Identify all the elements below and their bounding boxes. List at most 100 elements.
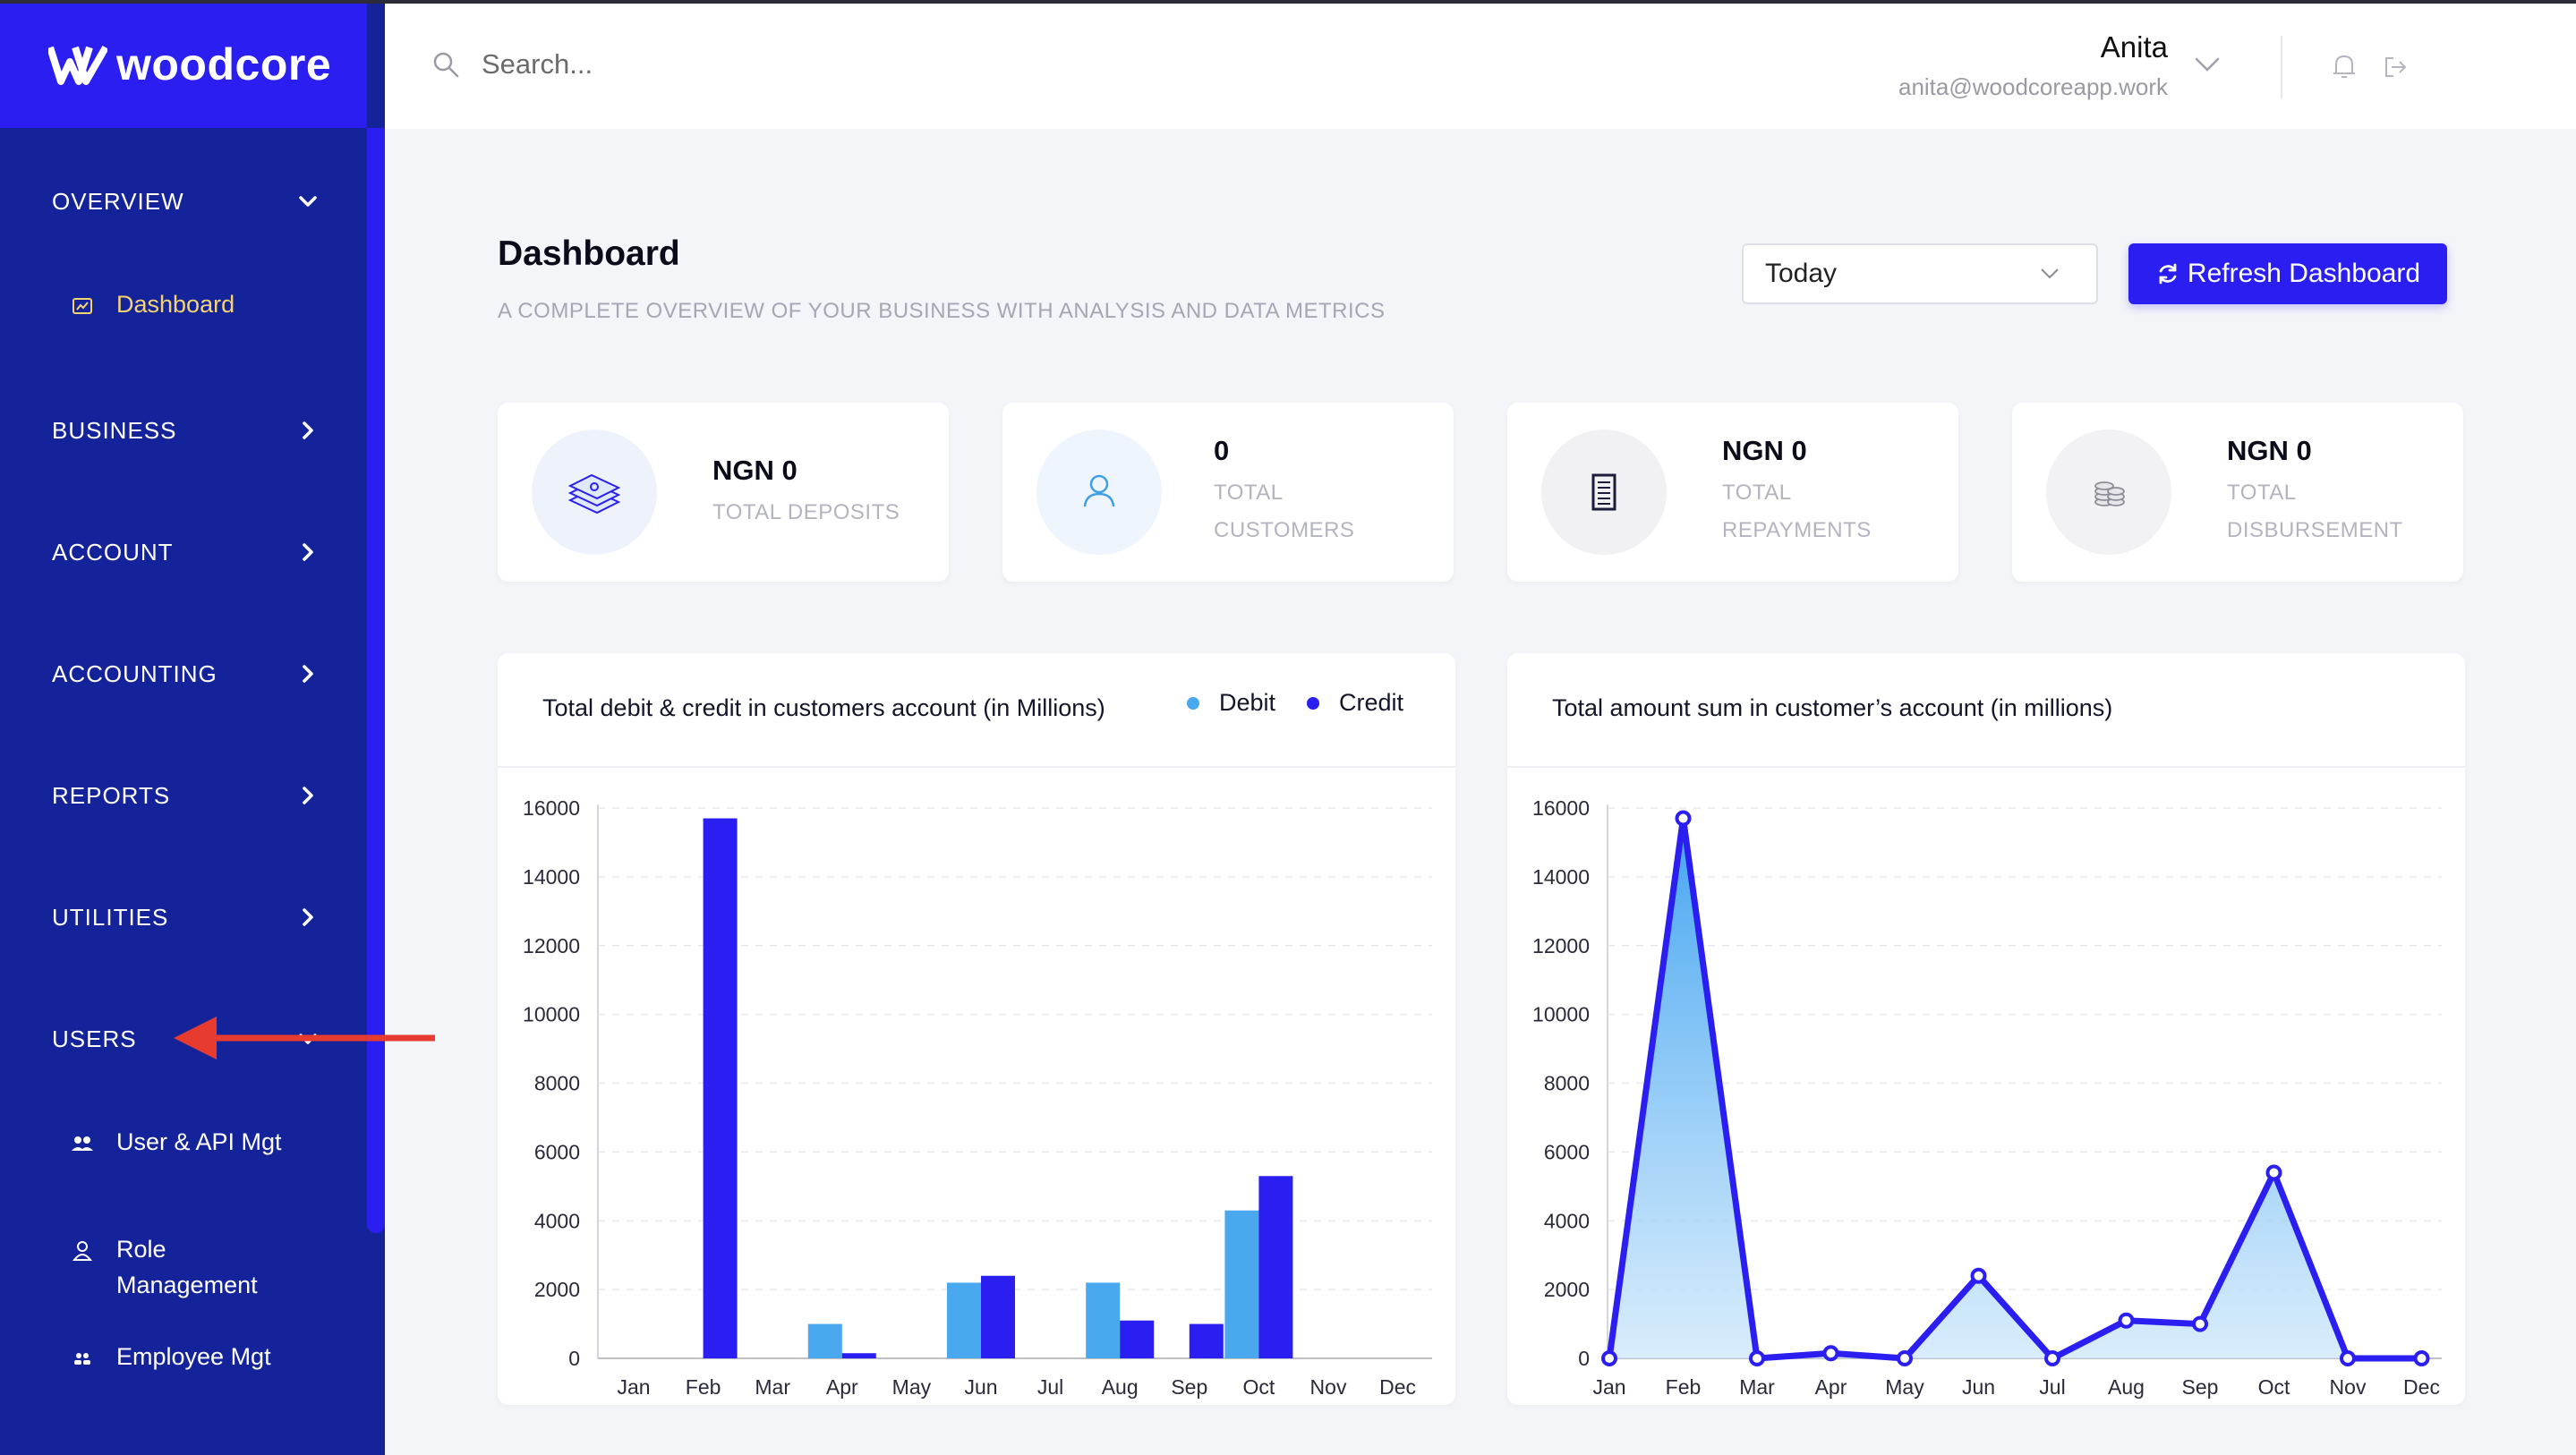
y-tick-label: 6000 <box>534 1140 580 1163</box>
sidebar-section-label: UTILITIES <box>52 903 169 931</box>
y-tick-label: 8000 <box>534 1072 580 1095</box>
chevron-right-icon <box>303 787 313 804</box>
chart-title: Total amount sum in customer’s account (… <box>1552 694 2113 721</box>
x-tick-label: May <box>1885 1375 1924 1399</box>
stat-label: TOTAL <box>2227 481 2297 505</box>
y-tick-label: 2000 <box>534 1278 580 1301</box>
sidebar-item-dashboard[interactable]: Dashboard <box>70 291 235 322</box>
header-divider <box>2281 36 2282 98</box>
x-tick-label: May <box>892 1375 932 1399</box>
cash-stack-icon <box>567 473 621 515</box>
y-tick-label: 10000 <box>523 1003 580 1026</box>
data-point <box>1601 1350 1617 1366</box>
bar-credit <box>1258 1176 1293 1358</box>
sidebar-item-role-management[interactable]: Role Management <box>70 1236 276 1303</box>
y-tick-label: 8000 <box>1544 1072 1590 1095</box>
data-point <box>1675 810 1692 827</box>
x-tick-label: Apr <box>826 1375 858 1399</box>
page-title: Dashboard <box>498 234 680 273</box>
search-input[interactable] <box>482 43 929 86</box>
sidebar-section-account[interactable]: ACCOUNT <box>52 530 320 574</box>
sidebar-scrollbar[interactable] <box>367 128 385 1233</box>
stat-card-total-customers: 0 TOTAL CUSTOMERS <box>1002 403 1454 582</box>
x-tick-label: Oct <box>1243 1375 1275 1399</box>
search-icon <box>433 52 459 78</box>
y-tick-label: 0 <box>1578 1347 1590 1370</box>
sidebar-section-utilities[interactable]: UTILITIES <box>52 895 320 940</box>
sidebar: woodcore OVERVIEW Dashboard BUSINESS ACC… <box>0 0 385 1455</box>
stat-value: NGN 0 <box>1722 435 1807 466</box>
x-tick-label: Mar <box>755 1375 790 1399</box>
sidebar-section-accounting[interactable]: ACCOUNTING <box>52 651 320 696</box>
chevron-down-icon[interactable] <box>2193 54 2222 75</box>
logout-icon[interactable] <box>2383 55 2408 79</box>
bar-credit <box>1120 1320 1155 1358</box>
y-tick-label: 4000 <box>534 1209 580 1232</box>
chevron-right-icon <box>303 543 313 561</box>
sidebar-item-employee-mgt[interactable]: Employee Mgt <box>70 1343 271 1374</box>
bar-credit <box>841 1353 876 1358</box>
chevron-right-icon <box>303 908 313 926</box>
chart-title: Total debit & credit in customers accoun… <box>542 694 1105 721</box>
stat-label: TOTAL DEPOSITS <box>712 500 900 524</box>
sidebar-section-business[interactable]: BUSINESS <box>52 408 320 453</box>
refresh-button-label: Refresh Dashboard <box>2187 259 2421 288</box>
data-point <box>2118 1312 2135 1329</box>
y-tick-label: 4000 <box>1544 1209 1590 1232</box>
legend-item-credit[interactable]: Credit <box>1307 689 1403 717</box>
bar-debit <box>1086 1282 1121 1358</box>
bar-debit <box>1224 1210 1259 1358</box>
y-tick-label: 14000 <box>523 865 580 889</box>
sidebar-section-label: OVERVIEW <box>52 187 184 215</box>
y-tick-label: 16000 <box>523 796 580 820</box>
x-tick-label: Aug <box>2108 1375 2145 1399</box>
legend-label: Debit <box>1219 689 1276 716</box>
sidebar-section-label: ACCOUNT <box>52 538 174 566</box>
series-line <box>1606 815 2422 1362</box>
sidebar-item-label: Role Management <box>116 1236 258 1298</box>
x-tick-label: Aug <box>1102 1375 1139 1399</box>
users-group-icon <box>72 1136 93 1151</box>
stat-label: REPAYMENTS <box>1722 518 1872 542</box>
data-point <box>2192 1315 2208 1332</box>
chevron-right-icon <box>303 665 313 683</box>
sidebar-section-label: REPORTS <box>52 781 171 809</box>
x-tick-label: Jun <box>964 1375 997 1399</box>
woodcore-logo-icon <box>48 45 107 85</box>
bar-credit <box>981 1275 1015 1358</box>
data-point <box>1897 1350 1913 1366</box>
refresh-dashboard-button[interactable]: Refresh Dashboard <box>2128 243 2447 304</box>
stat-card-total-repayments: NGN 0 TOTAL REPAYMENTS <box>1507 403 1958 582</box>
chart-icon <box>73 298 92 314</box>
data-point <box>2044 1350 2060 1366</box>
stat-label: CUSTOMERS <box>1214 518 1355 542</box>
x-tick-label: Feb <box>1666 1375 1702 1399</box>
stat-value: NGN 0 <box>2227 435 2312 466</box>
x-tick-label: Sep <box>2182 1375 2219 1399</box>
x-tick-label: Oct <box>2258 1375 2290 1399</box>
chevron-down-icon <box>299 196 317 207</box>
y-tick-label: 12000 <box>1532 934 1590 957</box>
period-select-value: Today <box>1765 259 1838 288</box>
legend-dot <box>1187 696 1199 710</box>
user-role-icon <box>72 1241 93 1261</box>
bell-icon[interactable] <box>2331 52 2358 81</box>
legend-item-debit[interactable]: Debit <box>1187 689 1275 717</box>
sidebar-section-overview[interactable]: OVERVIEW <box>52 179 320 224</box>
data-point <box>1970 1267 1987 1284</box>
user-name[interactable]: Anita <box>2100 30 2168 64</box>
sidebar-section-reports[interactable]: REPORTS <box>52 773 320 818</box>
y-tick-label: 6000 <box>1544 1140 1590 1163</box>
x-tick-label: Jan <box>617 1375 650 1399</box>
chevron-right-icon <box>303 421 313 439</box>
icon-circle <box>1541 430 1667 555</box>
top-header: Anita anita@woodcoreapp.work <box>385 4 2576 129</box>
period-select[interactable]: Today <box>1742 243 2098 304</box>
panel-header: Total debit & credit in customers accoun… <box>498 653 1455 768</box>
y-tick-label: 14000 <box>1532 865 1590 889</box>
stat-card-total-deposits: NGN 0 TOTAL DEPOSITS <box>498 403 949 582</box>
y-tick-label: 12000 <box>523 934 580 957</box>
sidebar-item-user-api-mgt[interactable]: User & API Mgt <box>70 1128 282 1160</box>
sidebar-section-label: ACCOUNTING <box>52 659 218 687</box>
brand[interactable]: woodcore <box>0 0 367 128</box>
